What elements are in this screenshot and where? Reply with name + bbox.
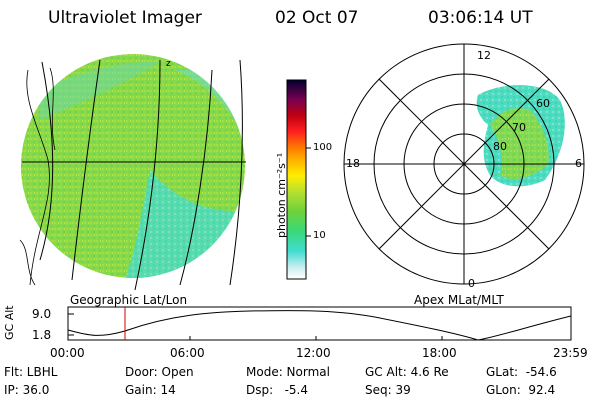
colorbar-label: photon cm⁻²s⁻¹ <box>275 152 288 238</box>
gain-readout: Gain: 14 <box>125 383 176 397</box>
mlt-label-6: 6 <box>575 157 582 170</box>
gc-alt-readout: GC Alt: 4.6 Re <box>365 365 449 379</box>
north-marker: z <box>166 59 171 69</box>
app-title: Ultraviolet Imager <box>48 8 202 28</box>
mlt-label-0: 0 <box>468 277 475 290</box>
alt-plot-ylabel: GC Alt <box>3 305 16 340</box>
alt-xtick-06: 06:00 <box>170 346 205 360</box>
uv-image-disk <box>21 54 245 278</box>
alt-xtick-18: 18:00 <box>422 346 457 360</box>
alt-ytick-1-8: 1.8 <box>32 328 52 342</box>
mlt-label-18: 18 <box>346 157 360 170</box>
seq-readout: Seq: 39 <box>365 383 411 397</box>
ip-readout: IP: 36.0 <box>4 383 50 397</box>
glon-readout: GLon: 92.4 <box>486 383 556 397</box>
altitude-curve <box>67 310 572 341</box>
mlat-label-70: 70 <box>512 121 526 134</box>
geographic-grid <box>19 59 246 291</box>
dsp-readout: Dsp: -5.4 <box>246 383 309 397</box>
altitude-plot <box>67 306 572 341</box>
alt-ytick-9: 9.0 <box>32 307 52 321</box>
door-readout: Door: Open <box>125 365 194 379</box>
glat-readout: GLat: -54.6 <box>486 365 557 379</box>
date-readout: 02 Oct 07 <box>275 8 359 28</box>
alt-xtick-2359: 23:59 <box>553 346 588 360</box>
polar-plot <box>343 43 585 285</box>
mlat-label-80: 80 <box>493 140 507 153</box>
colorbar <box>286 79 307 280</box>
right-panel-caption: Apex MLat/MLT <box>414 293 504 307</box>
filter-readout: Flt: LBHL <box>4 365 58 379</box>
alt-xtick-12: 12:00 <box>296 346 331 360</box>
colorbar-tick-100: 100 <box>313 142 333 153</box>
time-readout: 03:06:14 UT <box>428 8 533 28</box>
polar-aurora <box>476 85 565 187</box>
mlt-label-12: 12 <box>477 49 491 62</box>
left-panel-caption: Geographic Lat/Lon <box>70 293 188 307</box>
colorbar-tick-10: 10 <box>313 230 326 241</box>
alt-xtick-00: 00:00 <box>50 346 85 360</box>
mlat-label-60: 60 <box>536 97 550 110</box>
mode-readout: Mode: Normal <box>246 365 330 379</box>
